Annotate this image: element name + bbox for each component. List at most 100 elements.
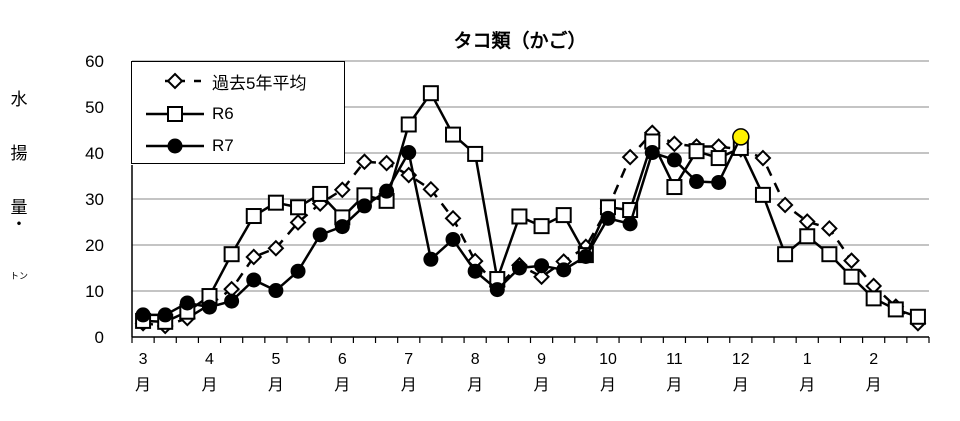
y-tick-label: 10 xyxy=(85,282,104,301)
x-tick-label: 10 xyxy=(599,351,617,368)
diamond-marker xyxy=(776,196,794,214)
line-circle-icon xyxy=(146,138,204,154)
diamond-marker xyxy=(289,214,307,231)
diamond-marker xyxy=(356,153,373,171)
x-tick-label: 3 xyxy=(139,351,148,368)
square-marker xyxy=(223,246,240,263)
legend-item-r6: R6 xyxy=(144,99,234,129)
circle-marker xyxy=(556,262,572,278)
square-marker xyxy=(710,150,727,167)
circle-marker xyxy=(622,216,638,232)
diamond-marker xyxy=(333,181,351,199)
x-tick-unit: 月 xyxy=(268,377,284,394)
circle-marker xyxy=(312,227,328,243)
legend-item-r7: R7 xyxy=(144,131,234,161)
ylabel-char: 量 xyxy=(10,198,28,218)
latest-point-marker xyxy=(732,128,750,146)
x-tick-unit: 月 xyxy=(666,377,682,394)
circle-marker xyxy=(379,183,395,199)
x-tick-unit: 月 xyxy=(467,377,483,394)
y-tick-label: 50 xyxy=(85,98,104,117)
circle-marker xyxy=(179,295,195,311)
diamond-marker xyxy=(820,220,838,237)
y-tick-label: 30 xyxy=(85,190,104,209)
legend-label: R6 xyxy=(212,104,234,123)
x-tick-unit: 月 xyxy=(401,377,417,394)
circle-marker xyxy=(534,258,550,274)
gridlines xyxy=(132,60,929,292)
x-tick-unit: 月 xyxy=(201,377,217,394)
square-marker xyxy=(445,126,462,143)
square-marker xyxy=(245,208,262,225)
circle-marker xyxy=(644,145,660,161)
square-marker xyxy=(666,179,683,196)
circle-marker xyxy=(157,307,173,323)
square-marker xyxy=(511,208,528,225)
series-r7 xyxy=(135,128,750,323)
circle-marker xyxy=(356,198,372,214)
ylabel-char: 水 xyxy=(10,90,28,110)
chart-title: タコ類（かご） xyxy=(453,29,586,52)
circle-marker xyxy=(224,293,240,309)
square-marker xyxy=(843,268,860,285)
x-tick-unit: 月 xyxy=(334,377,350,394)
line-square-icon xyxy=(146,106,204,122)
series-line xyxy=(142,131,919,328)
circle-marker xyxy=(268,283,284,299)
square-marker xyxy=(290,199,307,216)
x-tick-label: 1 xyxy=(803,351,812,368)
circle-marker xyxy=(246,272,262,288)
square-marker xyxy=(533,218,550,235)
circle-marker xyxy=(666,152,682,168)
circle-marker xyxy=(511,260,527,276)
ylabel-char: 揚 xyxy=(10,144,28,164)
x-tick-label: 11 xyxy=(666,351,683,368)
x-axis-ticks: 3 月 4 月 5 月 6 月 7 月 8 月 9 月 10 月 11 月 12 月 1 月 2 月 xyxy=(135,351,882,394)
square-marker xyxy=(312,185,329,202)
diamond-marker xyxy=(422,180,440,198)
x-tick-label: 7 xyxy=(404,351,413,368)
x-tick-unit: 月 xyxy=(600,377,616,394)
x-tick-label: 8 xyxy=(471,351,480,368)
circle-marker xyxy=(578,249,594,264)
series-r6 xyxy=(135,85,926,330)
circle-marker xyxy=(290,263,306,279)
square-marker xyxy=(754,186,771,203)
circle-marker xyxy=(711,174,727,190)
diamond-marker xyxy=(444,209,462,227)
square-marker xyxy=(777,246,794,263)
y-tick-label: 0 xyxy=(95,328,104,347)
circle-marker xyxy=(135,307,151,323)
diamond-marker xyxy=(267,239,285,257)
ylabel-char: ・ xyxy=(10,215,28,235)
circle-marker xyxy=(467,263,483,279)
series-group xyxy=(134,85,927,335)
x-tick-label: 6 xyxy=(338,351,347,368)
square-marker xyxy=(555,207,572,224)
legend: 過去5年平均 R6 R7 xyxy=(131,61,345,164)
diamond-marker xyxy=(843,252,860,270)
x-tick-label: 9 xyxy=(537,351,546,368)
x-tick-unit: 月 xyxy=(799,377,815,394)
circle-marker xyxy=(423,251,439,267)
legend-label: 過去5年平均 xyxy=(212,73,307,93)
square-marker xyxy=(865,290,882,307)
y-axis-label: 水 揚 量 ・ トン xyxy=(8,92,30,282)
x-tick-unit: 月 xyxy=(733,377,749,394)
square-marker xyxy=(887,301,904,318)
x-tick-label: 12 xyxy=(732,351,750,368)
circle-marker xyxy=(445,231,461,247)
diamond-marker xyxy=(533,268,550,286)
square-marker xyxy=(688,143,705,160)
diamond-marker xyxy=(378,154,396,172)
axes xyxy=(131,165,930,343)
x-tick-label: 5 xyxy=(271,351,280,368)
x-tick-unit: 月 xyxy=(135,377,151,394)
square-marker xyxy=(467,145,484,162)
diamond-marker xyxy=(754,149,772,167)
circle-marker xyxy=(489,282,505,298)
series-line xyxy=(143,136,742,317)
diamond-marker xyxy=(245,248,263,266)
square-marker xyxy=(400,116,417,133)
